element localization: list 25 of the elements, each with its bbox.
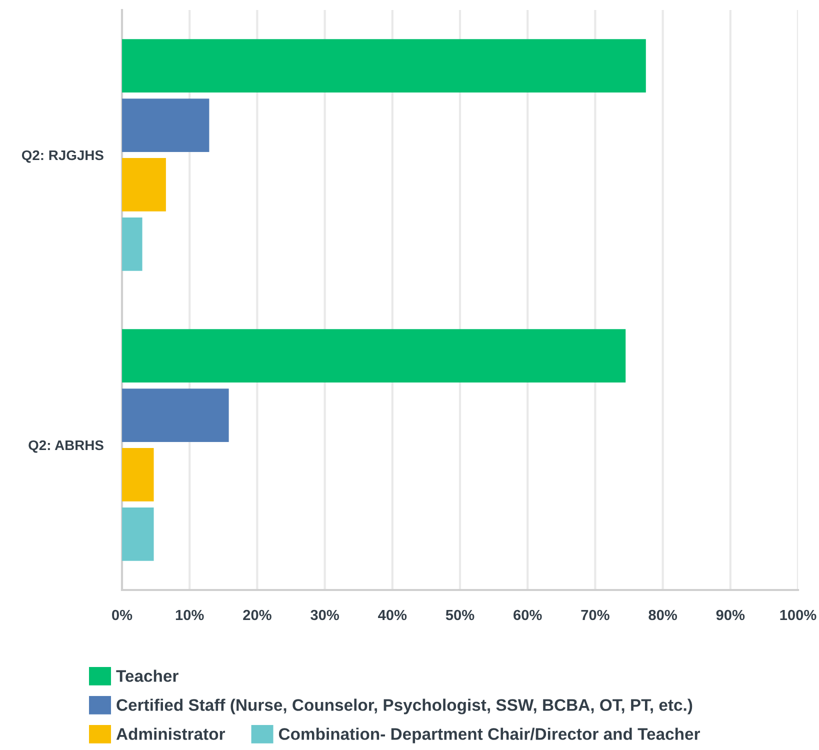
legend-label: Certified Staff (Nurse, Counselor, Psychologist, SSW, BCBA, OT, PT, etc.)	[116, 698, 692, 714]
bar	[122, 507, 154, 561]
x-tick-label: 90%	[716, 610, 745, 620]
legend-label: Teacher	[116, 670, 178, 682]
x-tick-label: 100%	[780, 610, 816, 620]
bar	[122, 388, 229, 442]
bar	[122, 329, 626, 383]
x-tick-label: 30%	[310, 610, 340, 620]
x-tick-label: 40%	[378, 610, 407, 620]
legend-label: Combination- Department Chair/Director and Teacher	[278, 728, 700, 744]
bar	[122, 217, 142, 271]
x-tick-label: 0%	[112, 610, 132, 620]
bar	[122, 158, 166, 212]
bar	[122, 98, 210, 152]
y-tick-label: Q2: ABRHS	[28, 440, 104, 453]
x-tick-label: 50%	[446, 610, 474, 620]
bar	[122, 39, 646, 93]
x-tick-label: 10%	[176, 610, 204, 620]
legend-label: Administrator	[116, 728, 226, 740]
x-tick-label: 70%	[581, 610, 610, 620]
y-tick-label: Q2: RJGJHS	[22, 150, 104, 163]
x-tick-label: 20%	[243, 610, 272, 620]
x-tick-label: 80%	[648, 610, 678, 620]
bar	[122, 448, 154, 502]
x-tick-label: 60%	[514, 610, 542, 620]
